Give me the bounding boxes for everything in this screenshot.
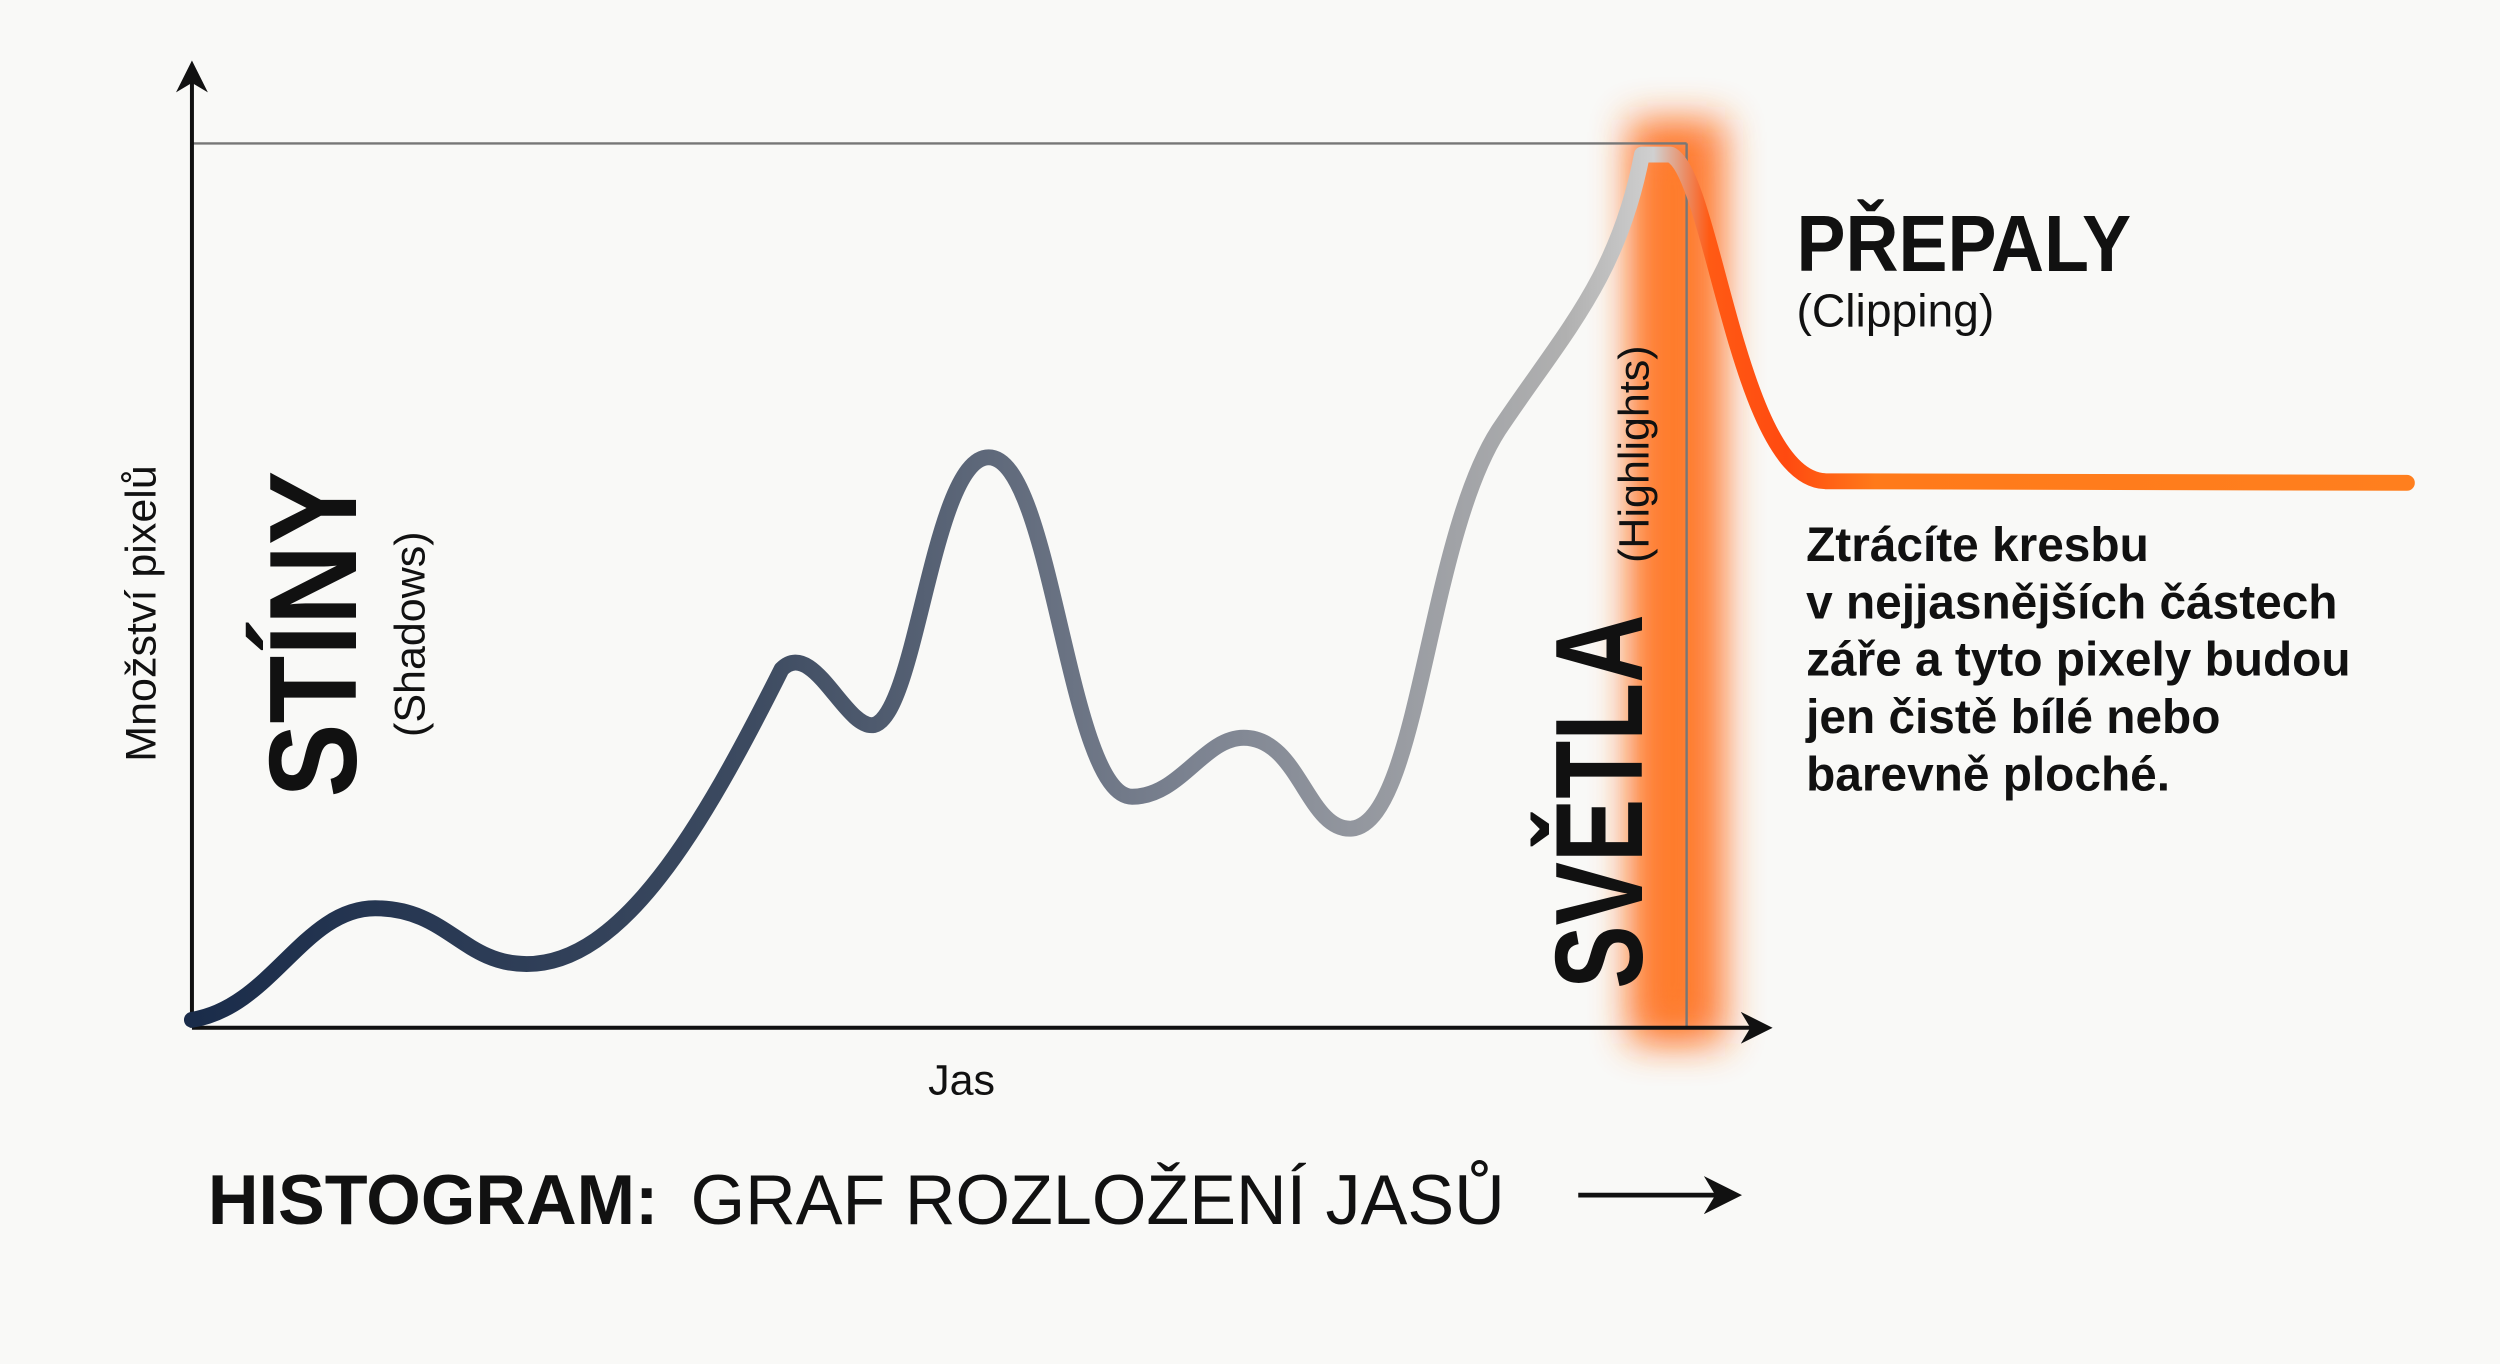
shadows-sub: (Shadows) — [387, 531, 435, 737]
description-line: v nejjasnějších částech — [1806, 576, 2337, 629]
histogram-curve — [183, 146, 2415, 1028]
description-line: záře a tyto pixely budou — [1806, 634, 2350, 687]
shadows-label: STÍNY — [244, 471, 383, 798]
title: HISTOGRAM: GRAF ROZLOŽENÍ JASŮ — [208, 1160, 1505, 1239]
description-line: barevně ploché. — [1806, 748, 2170, 801]
clipping-label: PŘEPALY — [1797, 199, 2132, 288]
highlights-label: SVĚTLA — [1530, 614, 1669, 988]
x-axis-label: Jas — [928, 1057, 995, 1105]
title-rest: GRAF ROZLOŽENÍ JASŮ — [691, 1160, 1505, 1239]
y-axis-label: Množství pixelů — [117, 465, 165, 761]
description-line: Ztrácíte kresbu — [1806, 519, 2149, 572]
highlights-sub: (Highlights) — [1610, 345, 1658, 563]
title-bold: HISTOGRAM: — [208, 1161, 659, 1239]
description-line: jen čistě bílé nebo — [1805, 691, 2220, 744]
clipping-sub: (Clipping) — [1797, 285, 1995, 337]
highlight-glow-core — [1648, 143, 1697, 1028]
